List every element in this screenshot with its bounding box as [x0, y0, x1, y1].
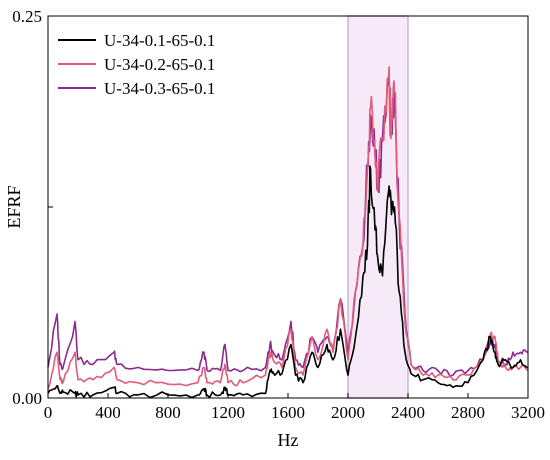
- legend-label-3: U-34-0.3-65-0.1: [104, 79, 215, 98]
- y-tick-label: 0.00: [12, 389, 42, 408]
- x-tick-label: 3200: [511, 403, 545, 422]
- series-line-3: [47, 74, 529, 377]
- tick-layer: 0 400 800 1200 1600 2000 2400 2800 3200 0.00 0.25: [12, 7, 545, 422]
- x-tick-label: 2400: [391, 403, 425, 422]
- y-tick-label: 0.25: [12, 7, 42, 26]
- legend-label-1: U-34-0.1-65-0.1: [104, 31, 215, 50]
- x-tick-label: 2800: [451, 403, 485, 422]
- x-tick-label: 1600: [271, 403, 305, 422]
- y-axis-title: EFRF: [4, 185, 24, 228]
- x-tick-label: 400: [95, 403, 121, 422]
- x-tick-label: 0: [44, 403, 53, 422]
- legend-label-2: U-34-0.2-65-0.1: [104, 55, 215, 74]
- series-layer: [47, 66, 529, 399]
- x-tick-label: 2000: [331, 403, 365, 422]
- x-tick-label: 800: [155, 403, 181, 422]
- series-line-2: [47, 66, 529, 390]
- x-tick-label: 1200: [211, 403, 245, 422]
- legend: U-34-0.1-65-0.1 U-34-0.2-65-0.1 U-34-0.3-6…: [58, 31, 215, 98]
- series-line-1: [47, 165, 529, 399]
- x-axis-title: Hz: [278, 430, 299, 450]
